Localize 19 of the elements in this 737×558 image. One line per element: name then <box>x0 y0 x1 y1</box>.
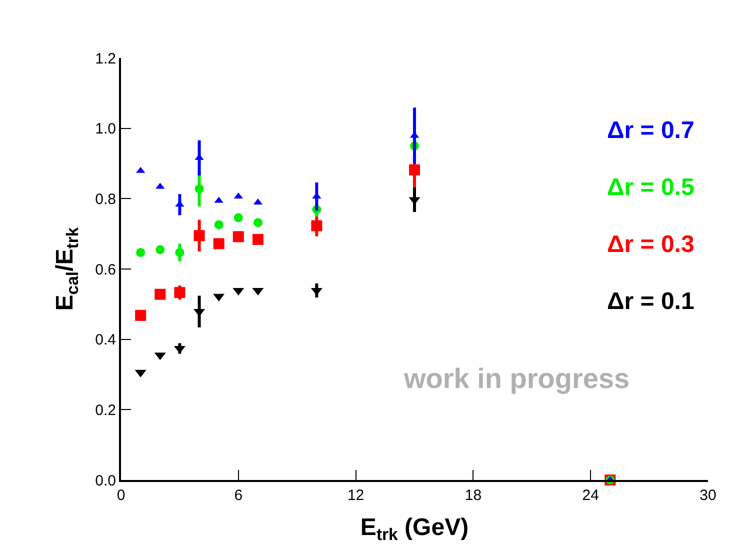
y-tick-label: 0.0 <box>95 472 116 490</box>
y-tick-label: 1.2 <box>95 50 116 68</box>
x-axis-title: E$_{trk}$ (GeV) <box>360 514 469 544</box>
text: Δr = 0.5 <box>607 174 694 201</box>
text: Δr = 0.3 <box>607 231 694 258</box>
x-tick-label: 24 <box>582 487 599 504</box>
text: Δr = 0.7 <box>607 117 694 144</box>
y-tick-label: 0.6 <box>95 261 116 278</box>
x-tick-label: 12 <box>347 487 364 504</box>
y-tick-label: 0.2 <box>95 402 116 419</box>
annotation: work in progress <box>403 363 630 394</box>
y-tick-label: 1.0 <box>95 120 116 138</box>
x-tick-label: 0 <box>116 487 126 504</box>
x-tick-label: 6 <box>234 487 243 504</box>
y-tick-label: 0.4 <box>95 332 116 349</box>
y-tick-label: 0.8 <box>95 190 116 208</box>
x-tick-label: 18 <box>464 487 482 504</box>
text: Δr = 0.1 <box>607 288 694 315</box>
x-tick-label: 30 <box>700 487 716 504</box>
